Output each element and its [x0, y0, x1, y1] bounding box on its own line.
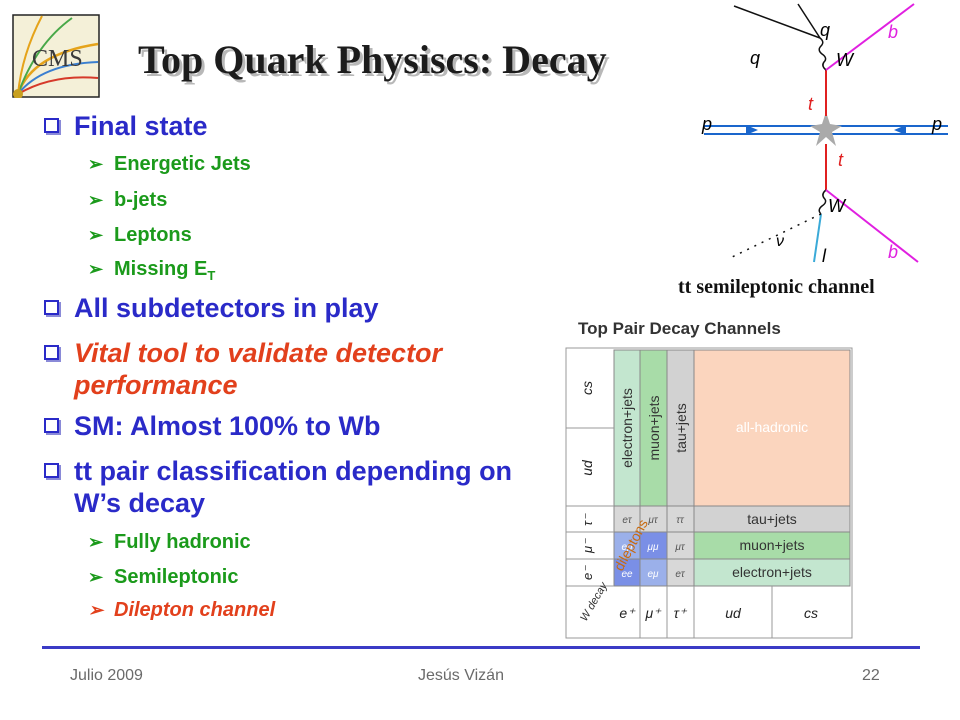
sub-bullet-b-jets: ➢ b-jets — [88, 189, 168, 211]
label-t-bottom: t — [838, 150, 844, 170]
cell-label: ττ — [676, 515, 685, 526]
col-label-tau: τ⁺ — [674, 605, 688, 621]
cell-label: μτ — [674, 542, 685, 553]
bullet-vital-tool: Vital tool to validate detector performa… — [44, 337, 524, 401]
label-q-top: q — [820, 20, 830, 40]
cell-label: eτ — [675, 569, 686, 580]
bullet-sm-wb: SM: Almost 100% to Wb — [44, 410, 544, 442]
row-label-tau: τ⁻ — [580, 513, 595, 526]
bullet-all-subdetectors: All subdetectors in play — [44, 292, 544, 324]
cell-label: eμ — [647, 569, 659, 580]
label-l: l — [822, 246, 827, 266]
label-w-bottom: W — [828, 196, 847, 216]
arrow-bullet-icon: ➢ — [88, 600, 104, 620]
cell-label: eτ — [622, 515, 633, 526]
cell-label: μτ — [647, 515, 658, 526]
label-b-top: b — [888, 22, 898, 42]
feynman-caption: tt semileptonic channel — [678, 276, 875, 298]
sub-bullet-semileptonic: ➢ Semileptonic — [88, 566, 239, 588]
footer-author: Jesús Vizán — [418, 667, 504, 684]
label-p-left: p — [701, 114, 712, 134]
label-nu: ν — [776, 233, 784, 250]
footer-date: Julio 2009 — [70, 667, 143, 684]
footer-divider — [42, 646, 920, 649]
sub-bullet-dilepton: ➢ Dilepton channel — [88, 599, 276, 621]
cms-logo-text: CMS — [32, 46, 83, 72]
sub-bullet-fully-hadronic: ➢ Fully hadronic — [88, 531, 251, 553]
arrow-bullet-icon: ➢ — [88, 154, 104, 174]
label-tau-jets-vertical: tau+jets — [673, 403, 689, 452]
col-label-mu: μ⁺ — [644, 605, 662, 621]
arrow-bullet-icon: ➢ — [88, 567, 104, 587]
col-label-ud: ud — [725, 605, 742, 621]
label-t-top: t — [808, 94, 814, 114]
slide-title: Top Quark Physiscs: Decay — [138, 37, 607, 82]
label-muon-jets-row: muon+jets — [740, 537, 805, 553]
cms-logo: CMS — [12, 14, 100, 98]
top-pair-decay-chart: Top Pair Decay Channels cs ud τ⁻ μ⁻ e⁻ W… — [565, 319, 853, 639]
col-label-e: e⁺ — [619, 605, 636, 621]
row-label-e: e⁻ — [580, 565, 595, 580]
label-q-left: q — [750, 48, 760, 68]
arrow-bullet-icon: ➢ — [88, 259, 104, 279]
cell-label: eμ — [621, 542, 633, 553]
checkbox-bullet-icon — [44, 118, 59, 133]
footer-page-number: 22 — [862, 667, 880, 684]
decay-chart-title: Top Pair Decay Channels — [578, 319, 781, 338]
cell-label: ee — [621, 569, 633, 580]
sub-bullet-leptons: ➢ Leptons — [88, 224, 192, 246]
checkbox-bullet-icon — [44, 300, 59, 315]
bullet-final-state: Final state — [44, 110, 544, 142]
checkbox-bullet-icon — [44, 345, 59, 360]
feynman-diagram: q q b W t p p t W ν l b — [701, 3, 948, 266]
cell-label: μμ — [647, 542, 659, 553]
label-b-bottom: b — [888, 242, 898, 262]
arrow-bullet-icon: ➢ — [88, 532, 104, 552]
checkbox-bullet-icon — [44, 463, 59, 478]
row-label-ud: ud — [579, 459, 595, 476]
sub-bullet-missing-et: ➢ Missing ET — [88, 258, 216, 283]
row-label-mu: μ⁻ — [580, 538, 595, 554]
col-label-cs: cs — [804, 605, 818, 621]
bullet-tt-classification: tt pair classification depending on W’s … — [44, 455, 534, 519]
label-muon-jets-vertical: muon+jets — [646, 396, 662, 461]
row-label-cs: cs — [579, 381, 595, 395]
label-all-hadronic: all-hadronic — [736, 419, 808, 435]
label-tau-jets-row: tau+jets — [747, 511, 796, 527]
checkbox-bullet-icon — [44, 418, 59, 433]
arrow-bullet-icon: ➢ — [88, 190, 104, 210]
label-electron-jets-row: electron+jets — [732, 564, 812, 580]
label-p-right: p — [931, 114, 942, 134]
arrow-bullet-icon: ➢ — [88, 225, 104, 245]
label-electron-jets-vertical: electron+jets — [619, 388, 635, 468]
label-w-top: W — [836, 50, 855, 70]
sub-bullet-energetic-jets: ➢ Energetic Jets — [88, 153, 251, 175]
